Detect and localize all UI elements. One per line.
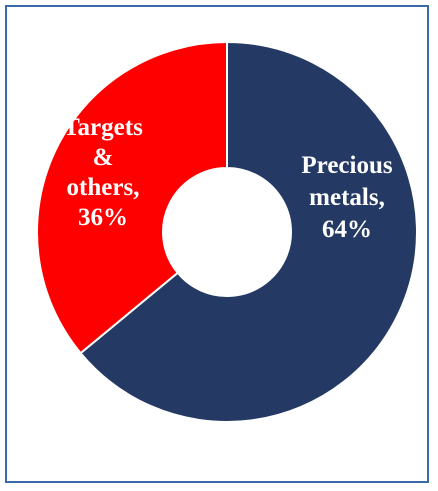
slice-label-1: Targets & others, 36% — [63, 114, 143, 231]
slice-label-line: 64% — [322, 216, 372, 243]
slices-group — [36, 40, 418, 423]
slice-0 — [79, 40, 418, 423]
slice-label-line: metals, — [309, 184, 385, 211]
slice-label-line: Targets — [63, 114, 143, 141]
slice-label-line: & — [93, 144, 114, 171]
labels-group: Precious metals, 64% Targets & others, 36% — [63, 114, 393, 243]
slice-label-line: 36% — [78, 204, 128, 231]
slice-label-line: Precious — [301, 152, 392, 179]
slice-1 — [36, 40, 228, 355]
slice-label-0: Precious metals, 64% — [301, 152, 392, 243]
slice-label-line: others, — [67, 174, 140, 201]
